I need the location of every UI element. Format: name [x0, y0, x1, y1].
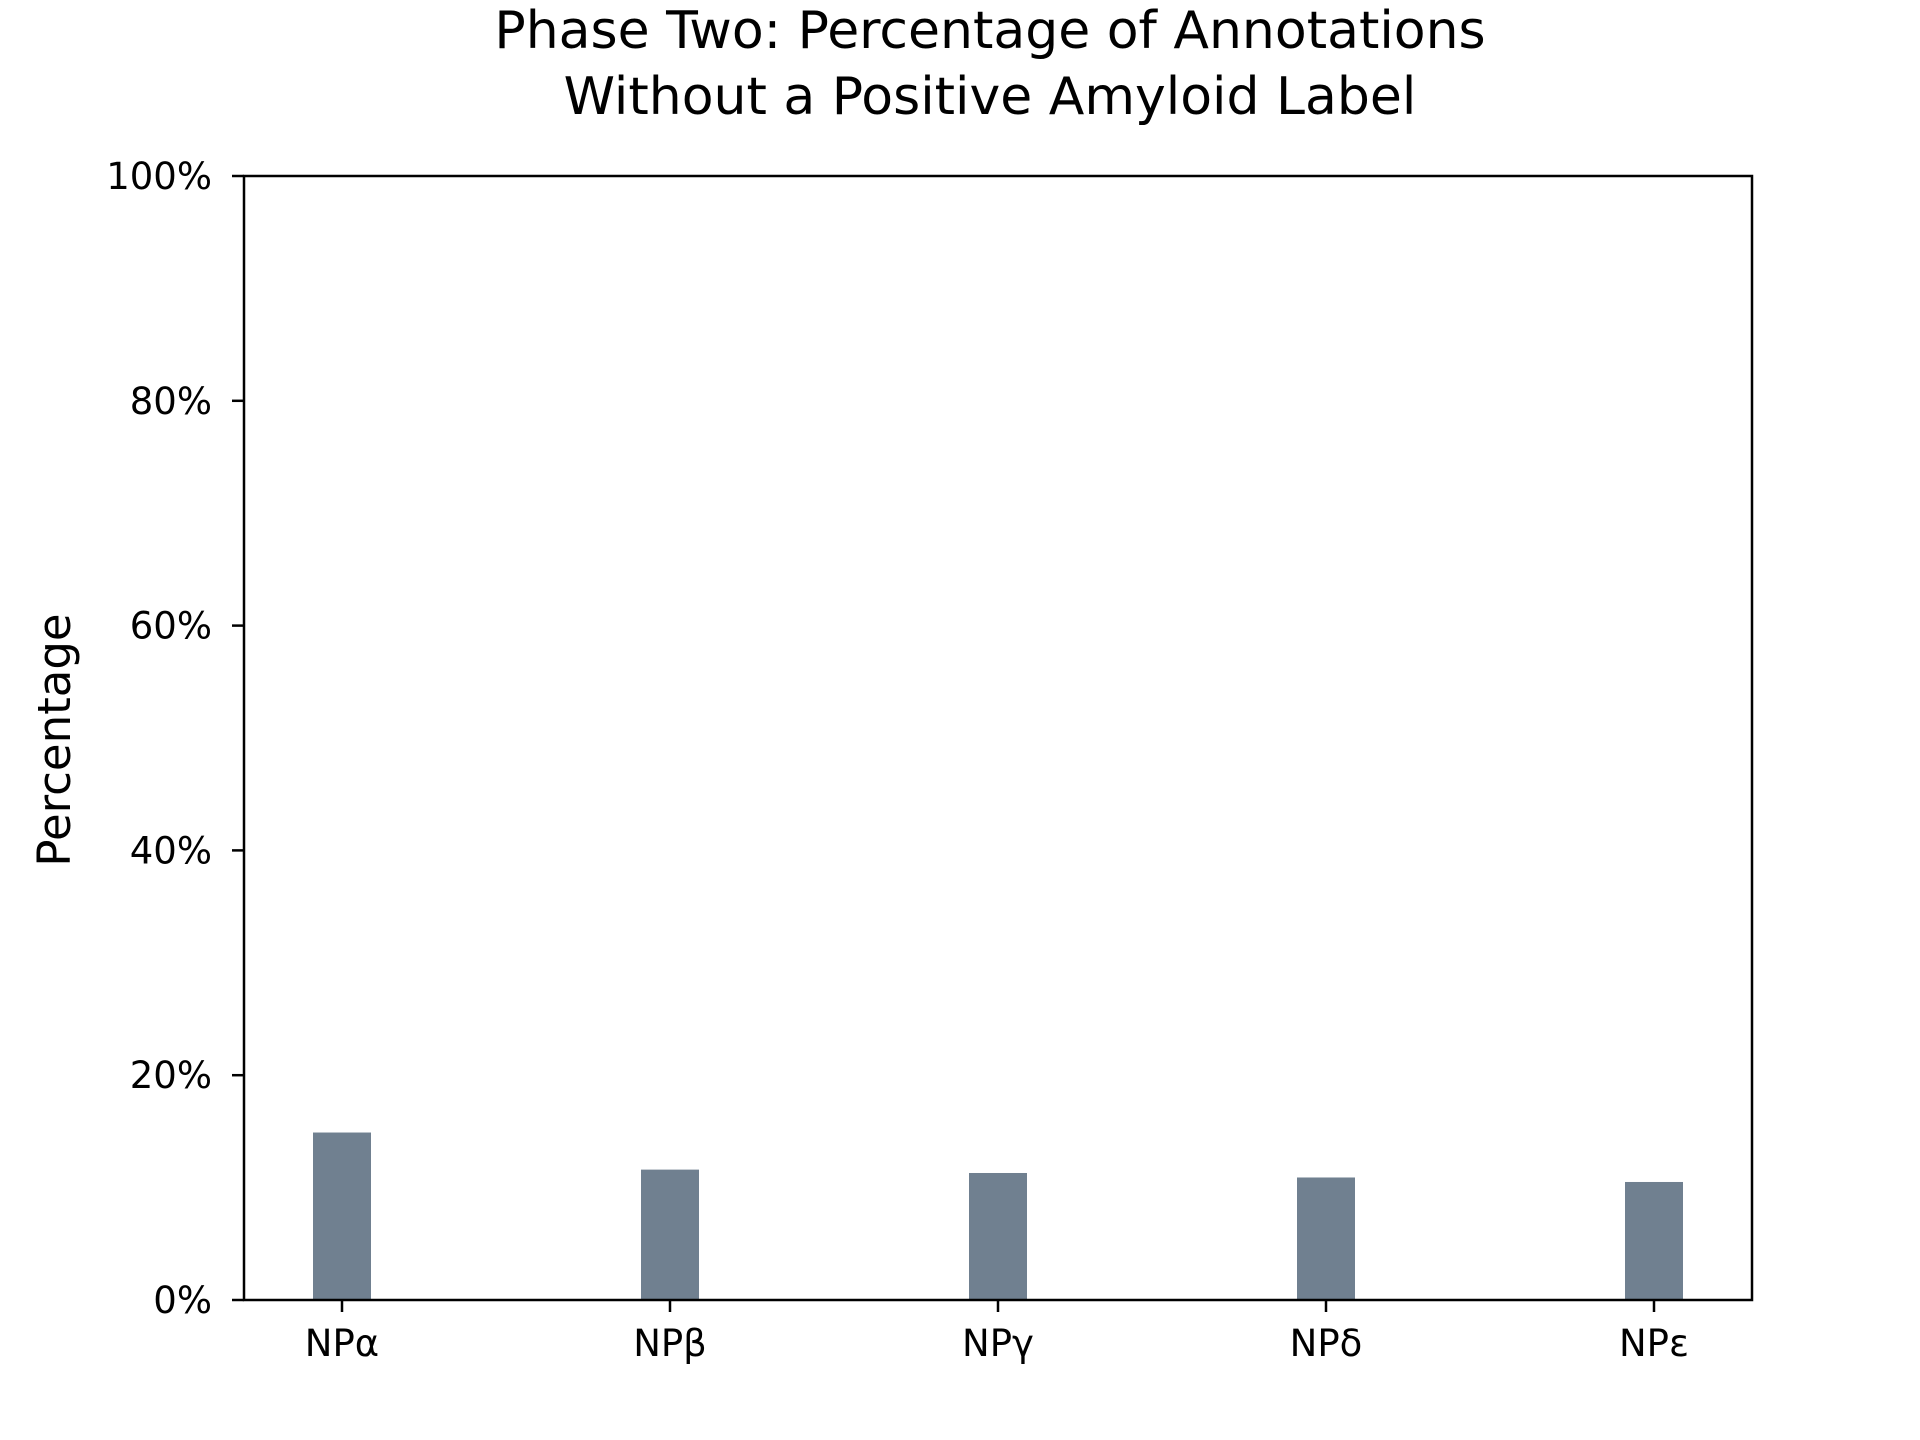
y-axis-label: Percentage: [28, 613, 81, 866]
plot-frame: [242, 174, 1754, 1302]
chart-title-line-1: Phase Two: Percentage of Annotations: [494, 1, 1485, 61]
y-tick-label-4: 60%: [130, 605, 212, 648]
x-tick-label-4: NPδ: [1290, 1322, 1363, 1365]
bar-4: [1297, 1177, 1355, 1300]
bar-2: [641, 1169, 699, 1300]
y-tick-label-1: 0%: [153, 1279, 212, 1322]
y-tick-label-6: 100%: [106, 155, 212, 198]
bar-1: [313, 1132, 371, 1300]
y-tick-label-2: 20%: [130, 1054, 212, 1097]
x-ticks-group: NPα NPβ NPγ NPδ NPε: [305, 1300, 1689, 1365]
x-tick-label-3: NPγ: [962, 1322, 1034, 1365]
bar-5: [1625, 1181, 1683, 1300]
x-tick-label-1: NPα: [305, 1322, 379, 1365]
y-tick-label-3: 40%: [130, 829, 212, 872]
y-tick-label-5: 80%: [130, 380, 212, 423]
bar-3: [969, 1172, 1027, 1300]
bars-group: [313, 1132, 1683, 1300]
y-ticks-group: 0% 20% 40% 60% 80% 100%: [106, 155, 244, 1322]
chart-title-line-2: Without a Positive Amyloid Label: [564, 67, 1417, 127]
x-tick-label-2: NPβ: [633, 1322, 707, 1365]
x-tick-label-5: NPε: [1619, 1322, 1689, 1365]
